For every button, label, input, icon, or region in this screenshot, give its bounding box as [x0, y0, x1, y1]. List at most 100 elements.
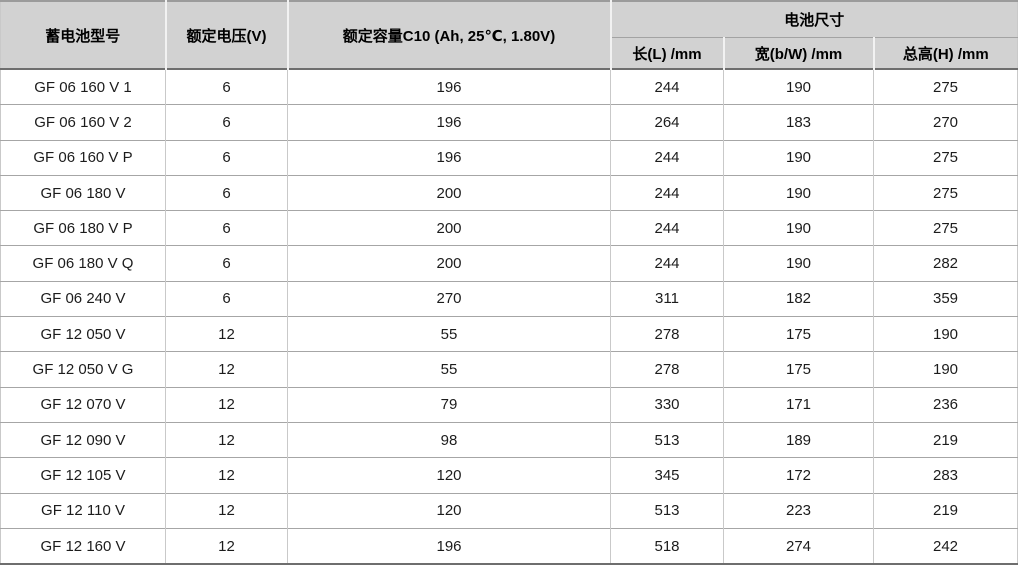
table-row: GF 12 070 V 12 79 330 171 236 — [0, 386, 1018, 423]
length-cell: 278 — [610, 351, 724, 388]
width-cell: 175 — [723, 316, 874, 352]
battery-model-cell: GF 12 110 V — [0, 492, 166, 529]
battery-model-cell: GF 06 180 V Q — [0, 245, 166, 282]
header-group-row: 蓄电池型号 额定电压(V) 额定容量C10 (Ah, 25℃, 1.80V) 电… — [0, 1, 1018, 69]
rated-capacity-cell: 196 — [287, 139, 611, 176]
length-cell: 244 — [610, 245, 724, 282]
total-height-cell: 359 — [873, 280, 1018, 317]
length-cell: 264 — [610, 104, 724, 141]
battery-model-cell: GF 12 160 V — [0, 527, 166, 565]
length-cell: 513 — [610, 492, 724, 529]
total-height-cell: 219 — [873, 421, 1018, 458]
battery-model-cell: GF 06 160 V P — [0, 139, 166, 176]
table-row: GF 12 160 V 12 196 518 274 242 — [0, 527, 1018, 565]
total-height-cell: 190 — [873, 351, 1018, 388]
total-height-cell: 283 — [873, 457, 1018, 494]
table-row: GF 06 180 V 6 200 244 190 275 — [0, 174, 1018, 211]
rated-voltage-cell: 6 — [165, 280, 288, 317]
battery-model-cell: GF 06 160 V 2 — [0, 104, 166, 141]
rated-voltage-cell: 6 — [165, 245, 288, 282]
total-height-cell: 275 — [873, 139, 1018, 176]
table-row: GF 06 160 V 1 6 196 244 190 275 — [0, 69, 1018, 105]
rated-capacity-cell: 196 — [287, 69, 611, 105]
rated-capacity-cell: 55 — [287, 351, 611, 388]
battery-model-cell: GF 12 070 V — [0, 386, 166, 423]
rated-capacity-cell: 200 — [287, 174, 611, 211]
header-length: 长(L) /mm — [610, 37, 725, 69]
total-height-cell: 275 — [873, 174, 1018, 211]
rated-voltage-cell: 12 — [165, 351, 288, 388]
width-cell: 175 — [723, 351, 874, 388]
rated-voltage-cell: 6 — [165, 139, 288, 176]
rated-voltage-cell: 12 — [165, 457, 288, 494]
rated-voltage-cell: 12 — [165, 492, 288, 529]
total-height-cell: 190 — [873, 316, 1018, 352]
battery-model-cell: GF 12 090 V — [0, 421, 166, 458]
header-total-height: 总高(H) /mm — [873, 37, 1018, 69]
rated-capacity-cell: 200 — [287, 210, 611, 246]
battery-model-cell: GF 12 050 V G — [0, 351, 166, 388]
header-dimensions-group: 电池尺寸 — [610, 1, 1018, 38]
width-cell: 182 — [723, 280, 874, 317]
rated-voltage-cell: 12 — [165, 421, 288, 458]
total-height-cell: 275 — [873, 210, 1018, 246]
table-row: GF 12 050 V 12 55 278 175 190 — [0, 316, 1018, 352]
header-width: 宽(b/W) /mm — [723, 37, 875, 69]
table-row: GF 12 050 V G 12 55 278 175 190 — [0, 351, 1018, 388]
width-cell: 190 — [723, 139, 874, 176]
length-cell: 345 — [610, 457, 724, 494]
rated-voltage-cell: 12 — [165, 316, 288, 352]
rated-voltage-cell: 12 — [165, 527, 288, 565]
width-cell: 190 — [723, 245, 874, 282]
header-sub-row: 长(L) /mm 宽(b/W) /mm 总高(H) /mm — [1, 37, 1018, 69]
length-cell: 311 — [610, 280, 724, 317]
table-row: GF 06 160 V P 6 196 244 190 275 — [0, 139, 1018, 176]
battery-model-cell: GF 06 180 V P — [0, 210, 166, 246]
total-height-cell: 219 — [873, 492, 1018, 529]
header-rated-capacity: 额定容量C10 (Ah, 25℃, 1.80V) — [287, 1, 612, 69]
rated-capacity-cell: 79 — [287, 386, 611, 423]
width-cell: 190 — [723, 174, 874, 211]
rated-capacity-cell: 98 — [287, 421, 611, 458]
battery-model-cell: GF 06 240 V — [0, 280, 166, 317]
battery-model-cell: GF 06 160 V 1 — [0, 69, 166, 105]
width-cell: 189 — [723, 421, 874, 458]
length-cell: 278 — [610, 316, 724, 352]
width-cell: 183 — [723, 104, 874, 141]
rated-voltage-cell: 6 — [165, 69, 288, 105]
length-cell: 244 — [610, 210, 724, 246]
rated-capacity-cell: 120 — [287, 492, 611, 529]
battery-model-cell: GF 12 105 V — [0, 457, 166, 494]
battery-model-cell: GF 12 050 V — [0, 316, 166, 352]
table-header: 蓄电池型号 额定电压(V) 额定容量C10 (Ah, 25℃, 1.80V) 电… — [0, 1, 1018, 69]
length-cell: 513 — [610, 421, 724, 458]
width-cell: 190 — [723, 69, 874, 105]
total-height-cell: 236 — [873, 386, 1018, 423]
rated-voltage-cell: 12 — [165, 386, 288, 423]
width-cell: 223 — [723, 492, 874, 529]
length-cell: 330 — [610, 386, 724, 423]
length-cell: 244 — [610, 174, 724, 211]
rated-capacity-cell: 270 — [287, 280, 611, 317]
rated-capacity-cell: 120 — [287, 457, 611, 494]
width-cell: 190 — [723, 210, 874, 246]
length-cell: 244 — [610, 69, 724, 105]
width-cell: 171 — [723, 386, 874, 423]
rated-capacity-cell: 55 — [287, 316, 611, 352]
header-battery-model: 蓄电池型号 — [0, 1, 167, 69]
rated-capacity-cell: 196 — [287, 527, 611, 565]
rated-voltage-cell: 6 — [165, 104, 288, 141]
battery-model-cell: GF 06 180 V — [0, 174, 166, 211]
rated-voltage-cell: 6 — [165, 210, 288, 246]
total-height-cell: 275 — [873, 69, 1018, 105]
length-cell: 518 — [610, 527, 724, 565]
width-cell: 172 — [723, 457, 874, 494]
total-height-cell: 242 — [873, 527, 1018, 565]
table-row: GF 06 180 V P 6 200 244 190 275 — [0, 210, 1018, 246]
length-cell: 244 — [610, 139, 724, 176]
rated-capacity-cell: 196 — [287, 104, 611, 141]
total-height-cell: 282 — [873, 245, 1018, 282]
